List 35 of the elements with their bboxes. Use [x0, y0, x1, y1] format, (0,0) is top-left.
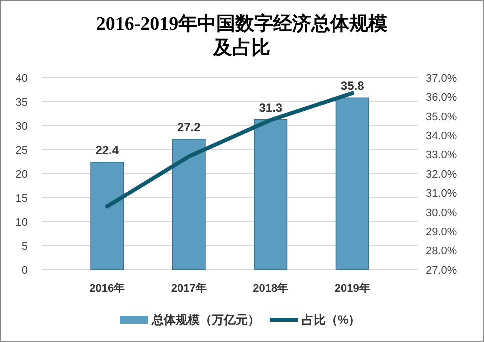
- y-tick-label: 10: [16, 216, 28, 229]
- y-tick-label: 5: [22, 240, 28, 253]
- bar: [172, 139, 206, 270]
- data-label: 35.8: [340, 79, 365, 94]
- x-tick-label: 2018年: [253, 282, 289, 295]
- y2-tick-label: 37.0%: [426, 72, 458, 85]
- y-tick-label: 0: [22, 264, 28, 277]
- y-tick-label: 35: [16, 96, 28, 109]
- y-tick-label: 30: [16, 120, 28, 133]
- y-tick-label: 40: [16, 72, 28, 85]
- bar: [336, 98, 370, 270]
- y2-tick-label: 36.0%: [426, 92, 458, 104]
- y2-tick-label: 35.0%: [426, 111, 458, 124]
- y2-tick-label: 33.0%: [426, 150, 458, 162]
- legend-label: 总体规模（万亿元）: [151, 313, 260, 328]
- y-tick-label: 15: [16, 192, 28, 205]
- y2-tick-label: 28.0%: [426, 246, 458, 258]
- y2-tick-label: 27.0%: [426, 264, 458, 277]
- bar: [90, 162, 124, 270]
- y-tick-label: 25: [16, 144, 28, 157]
- y-tick-label: 20: [16, 168, 28, 181]
- y2-tick-label: 32.0%: [426, 168, 458, 181]
- data-label: 22.4: [96, 143, 120, 158]
- chart-title: 2016-2019年中国数字经济总体规模及占比: [96, 13, 388, 59]
- bar: [254, 119, 288, 270]
- y2-tick-label: 30.0%: [426, 207, 458, 220]
- x-tick-label: 2016年: [90, 282, 126, 295]
- data-label: 31.3: [259, 100, 283, 115]
- x-tick-label: 2017年: [171, 282, 207, 295]
- x-tick-label: 2019年: [334, 282, 370, 295]
- data-label: 27.2: [177, 120, 202, 134]
- y2-tick-label: 29.0%: [426, 226, 458, 238]
- y2-tick-label: 31.0%: [426, 188, 458, 200]
- y2-tick-label: 34.0%: [426, 130, 458, 142]
- legend-label: 占比（%）: [302, 313, 361, 328]
